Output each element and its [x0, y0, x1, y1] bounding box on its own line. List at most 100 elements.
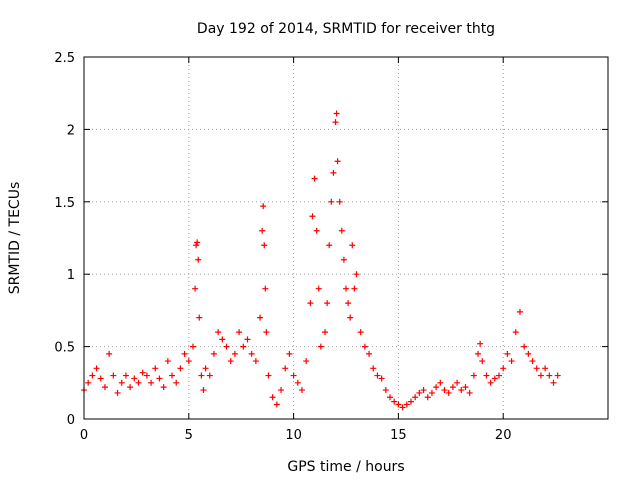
data-point	[445, 389, 452, 396]
data-point	[164, 358, 171, 365]
data-point	[332, 119, 339, 126]
data-point	[542, 365, 549, 372]
data-point	[340, 256, 347, 263]
data-point	[449, 384, 456, 391]
data-point	[529, 358, 536, 365]
data-point	[324, 300, 331, 307]
data-point	[198, 372, 205, 379]
data-point	[313, 227, 320, 234]
y-axis-label: SRMTID / TECUs	[7, 182, 23, 295]
data-point	[424, 394, 431, 401]
data-point	[195, 256, 202, 263]
data-point	[387, 394, 394, 401]
data-point	[122, 372, 129, 379]
data-point	[127, 384, 134, 391]
data-point	[181, 350, 188, 357]
data-point	[262, 285, 269, 292]
data-point	[491, 375, 498, 382]
data-point	[278, 387, 285, 394]
data-point	[309, 213, 316, 220]
data-point	[554, 372, 561, 379]
data-point	[169, 372, 176, 379]
data-point	[148, 379, 155, 386]
data-point	[420, 387, 427, 394]
data-point	[407, 398, 414, 405]
data-point	[466, 389, 473, 396]
data-point	[370, 365, 377, 372]
data-point	[487, 379, 494, 386]
data-point	[143, 372, 150, 379]
data-point	[202, 365, 209, 372]
data-point	[101, 384, 108, 391]
data-point	[382, 387, 389, 394]
y-tick-label: 0	[67, 413, 75, 428]
data-point	[156, 375, 163, 382]
data-point	[378, 375, 385, 382]
data-point	[303, 358, 310, 365]
y-tick-label: 1	[67, 268, 75, 283]
data-point	[500, 365, 507, 372]
data-point	[462, 384, 469, 391]
data-point	[260, 203, 267, 210]
data-point	[546, 372, 553, 379]
data-point	[343, 285, 349, 292]
data-point	[374, 372, 381, 379]
data-point	[533, 365, 540, 372]
data-point	[508, 358, 515, 365]
data-point	[192, 285, 199, 292]
data-point	[244, 336, 251, 343]
data-point	[311, 175, 318, 182]
plot-frame	[83, 56, 609, 420]
data-point	[399, 404, 406, 411]
data-point	[223, 343, 230, 350]
data-point	[504, 350, 511, 357]
chart-title: Day 192 of 2014, SRMTID for receiver tht…	[197, 21, 495, 37]
x-tick-label: 20	[495, 428, 512, 443]
data-point	[106, 350, 113, 357]
y-tick-label: 2	[67, 123, 75, 138]
data-point	[177, 365, 184, 372]
data-point	[433, 384, 440, 391]
x-tick-label: 10	[285, 428, 302, 443]
data-point	[215, 329, 222, 336]
data-point	[351, 285, 358, 292]
x-axis-label: GPS time / hours	[287, 459, 404, 475]
data-point	[185, 358, 192, 365]
data-point	[290, 372, 297, 379]
data-point	[193, 242, 200, 249]
data-point	[336, 198, 343, 205]
y-tick-label: 0.5	[54, 341, 75, 356]
data-point	[403, 401, 410, 408]
data-point	[349, 242, 356, 249]
data-point	[282, 365, 289, 372]
data-point	[483, 372, 490, 379]
data-point	[252, 358, 259, 365]
y-tick-label: 2.5	[54, 51, 75, 66]
data-point	[273, 401, 280, 408]
data-point	[257, 314, 264, 321]
data-point	[326, 242, 333, 249]
data-point	[416, 389, 423, 396]
data-point	[206, 372, 213, 379]
data-point	[315, 285, 322, 292]
grid-lines	[84, 57, 608, 419]
data-point	[200, 387, 207, 394]
data-point	[412, 394, 419, 401]
data-point	[261, 242, 268, 249]
data-point	[160, 384, 167, 391]
data-point	[196, 314, 203, 321]
y-tick-label: 1.5	[54, 196, 75, 211]
data-point	[441, 387, 448, 394]
data-point	[322, 329, 329, 336]
data-point	[333, 110, 340, 117]
data-point	[428, 389, 435, 396]
data-point	[89, 372, 96, 379]
data-point	[307, 300, 314, 307]
data-point	[269, 394, 276, 401]
data-point	[516, 308, 523, 315]
axis-ticks: 0 5 10 15 20 0 0.5 1 1.5 2 2.5	[54, 51, 608, 443]
data-point	[110, 372, 117, 379]
data-point	[210, 350, 217, 357]
data-point	[286, 350, 293, 357]
